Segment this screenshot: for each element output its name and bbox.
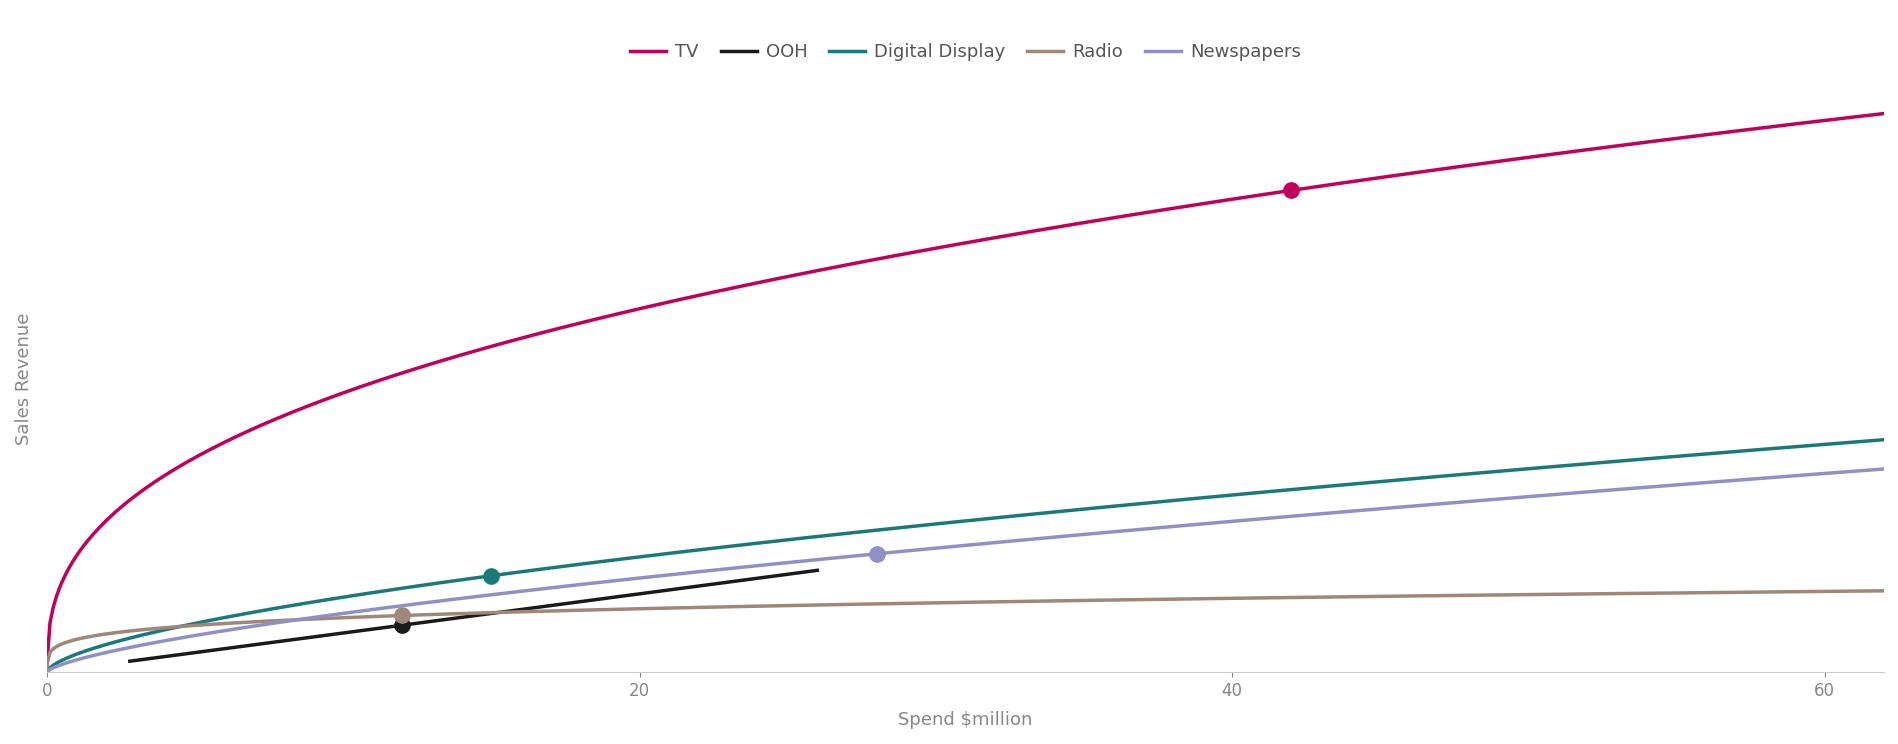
X-axis label: Spend $million: Spend $million — [898, 711, 1033, 729]
Legend: TV, OOH, Digital Display, Radio, Newspapers: TV, OOH, Digital Display, Radio, Newspap… — [623, 36, 1308, 68]
Y-axis label: Sales Revenue: Sales Revenue — [15, 312, 32, 445]
